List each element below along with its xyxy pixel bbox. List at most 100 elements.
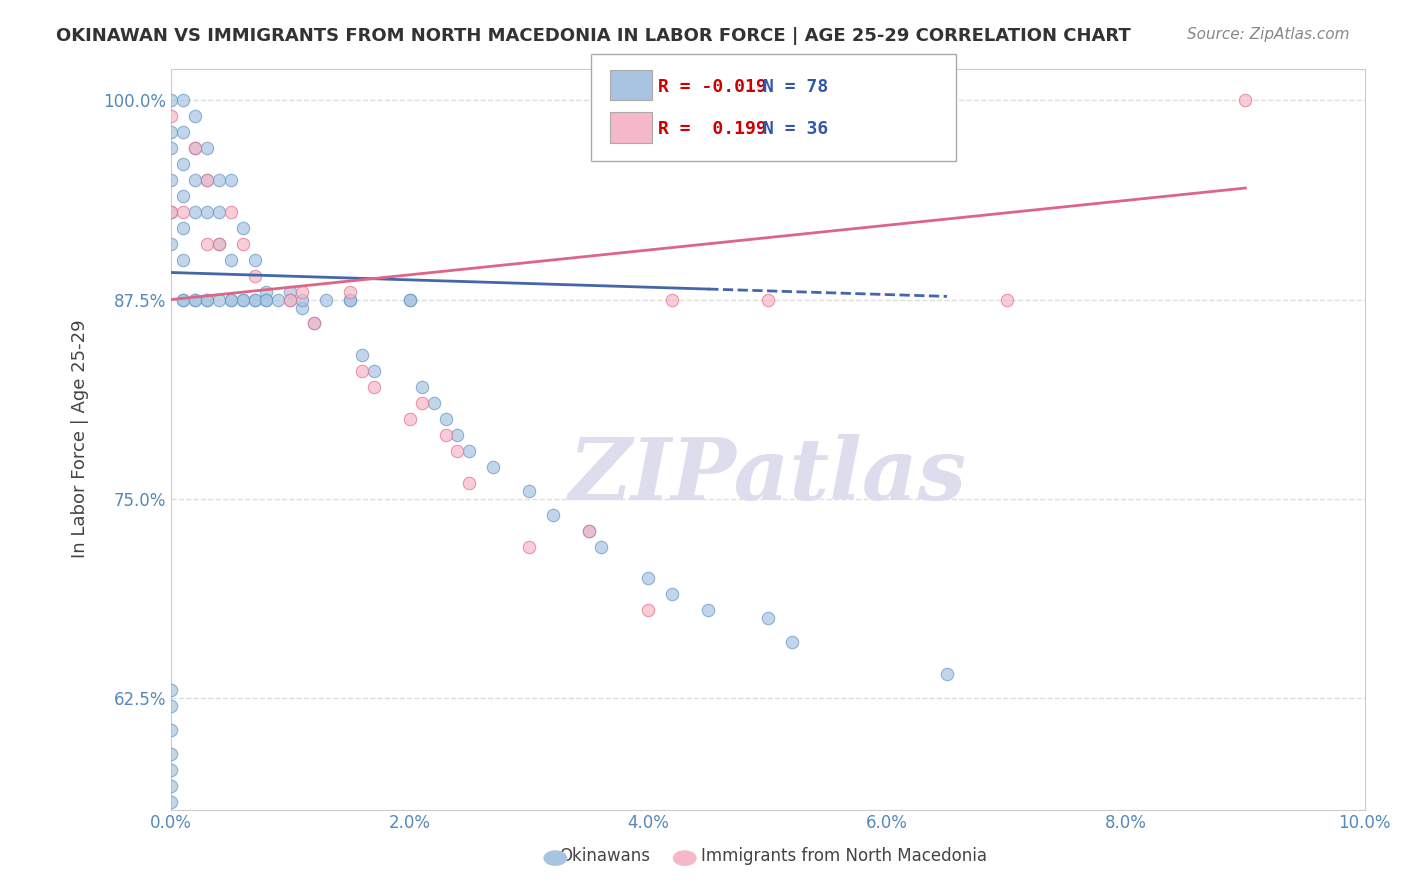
- Text: N = 36: N = 36: [763, 120, 828, 138]
- Point: [172, 189, 194, 203]
- Point: [172, 157, 194, 171]
- Point: [160, 173, 183, 187]
- Point: [184, 141, 207, 155]
- Point: [184, 293, 207, 307]
- Point: [232, 293, 254, 307]
- Point: [219, 173, 242, 187]
- Point: [446, 444, 468, 458]
- Point: [363, 380, 385, 394]
- Point: [434, 428, 457, 442]
- Point: [256, 285, 278, 299]
- Point: [637, 572, 659, 586]
- Point: [208, 236, 231, 251]
- Text: OKINAWAN VS IMMIGRANTS FROM NORTH MACEDONIA IN LABOR FORCE | AGE 25-29 CORRELATI: OKINAWAN VS IMMIGRANTS FROM NORTH MACEDO…: [56, 27, 1130, 45]
- Point: [219, 293, 242, 307]
- Point: [184, 141, 207, 155]
- Point: [339, 293, 361, 307]
- Point: [160, 236, 183, 251]
- Point: [172, 94, 194, 108]
- Point: [756, 293, 779, 307]
- Point: [589, 540, 612, 554]
- Point: [243, 252, 266, 267]
- Point: [160, 205, 183, 219]
- Point: [661, 587, 683, 601]
- Point: [160, 795, 183, 809]
- Text: Source: ZipAtlas.com: Source: ZipAtlas.com: [1187, 27, 1350, 42]
- Point: [350, 348, 373, 362]
- Point: [195, 293, 218, 307]
- Point: [637, 603, 659, 617]
- Point: [160, 125, 183, 139]
- Point: [172, 293, 194, 307]
- Point: [291, 285, 314, 299]
- Point: [160, 698, 183, 713]
- Point: [160, 683, 183, 698]
- Point: [256, 293, 278, 307]
- Point: [339, 285, 361, 299]
- Point: [232, 236, 254, 251]
- Point: [578, 524, 600, 538]
- Point: [482, 459, 505, 474]
- Point: [160, 763, 183, 777]
- Point: [172, 252, 194, 267]
- Point: [160, 109, 183, 123]
- Point: [280, 293, 302, 307]
- Y-axis label: In Labor Force | Age 25-29: In Labor Force | Age 25-29: [72, 319, 89, 558]
- Point: [434, 412, 457, 426]
- Point: [232, 293, 254, 307]
- Point: [184, 109, 207, 123]
- Point: [411, 396, 433, 410]
- Point: [398, 412, 420, 426]
- Text: R =  0.199: R = 0.199: [658, 120, 766, 138]
- Point: [411, 380, 433, 394]
- Point: [195, 236, 218, 251]
- Text: R = -0.019: R = -0.019: [658, 78, 766, 95]
- Point: [517, 483, 540, 498]
- Point: [350, 364, 373, 378]
- Point: [446, 428, 468, 442]
- Point: [195, 205, 218, 219]
- Point: [541, 508, 564, 522]
- Point: [267, 293, 290, 307]
- Point: [339, 293, 361, 307]
- Point: [280, 293, 302, 307]
- Point: [208, 236, 231, 251]
- Point: [398, 293, 420, 307]
- Point: [195, 141, 218, 155]
- Point: [160, 205, 183, 219]
- Point: [422, 396, 444, 410]
- Point: [756, 611, 779, 625]
- Point: [291, 293, 314, 307]
- Point: [1234, 94, 1257, 108]
- Point: [578, 524, 600, 538]
- Point: [195, 173, 218, 187]
- Point: [315, 293, 337, 307]
- Point: [458, 444, 481, 458]
- Point: [160, 141, 183, 155]
- Point: [363, 364, 385, 378]
- Point: [172, 220, 194, 235]
- Point: [160, 94, 183, 108]
- Point: [219, 205, 242, 219]
- Point: [256, 293, 278, 307]
- Point: [219, 252, 242, 267]
- Point: [935, 667, 957, 681]
- Text: N = 78: N = 78: [763, 78, 828, 95]
- Point: [160, 723, 183, 737]
- Point: [243, 268, 266, 283]
- Point: [780, 635, 803, 649]
- Point: [184, 293, 207, 307]
- Point: [172, 293, 194, 307]
- Point: [995, 293, 1018, 307]
- Point: [697, 603, 720, 617]
- Point: [280, 285, 302, 299]
- Point: [398, 293, 420, 307]
- Point: [208, 173, 231, 187]
- Point: [195, 293, 218, 307]
- Point: [184, 173, 207, 187]
- Point: [160, 747, 183, 761]
- Point: [232, 220, 254, 235]
- Point: [195, 173, 218, 187]
- Point: [304, 317, 326, 331]
- Point: [172, 125, 194, 139]
